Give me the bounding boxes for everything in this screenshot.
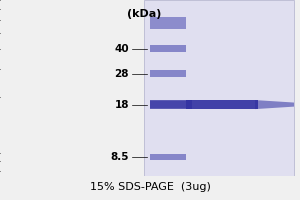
Bar — [144, 0, 294, 176]
Bar — [150, 45, 186, 52]
Text: (kDa): (kDa) — [127, 9, 161, 19]
Text: 18: 18 — [115, 100, 129, 110]
Bar — [150, 23, 186, 29]
Text: 28: 28 — [115, 69, 129, 79]
Bar — [150, 154, 186, 160]
Bar — [150, 70, 186, 77]
Bar — [186, 100, 258, 109]
Text: 40: 40 — [114, 44, 129, 54]
Bar — [150, 101, 186, 108]
Bar — [150, 100, 192, 109]
Bar — [150, 17, 186, 23]
Text: 8.5: 8.5 — [110, 152, 129, 162]
Polygon shape — [255, 100, 294, 109]
Text: 15% SDS-PAGE  (3ug): 15% SDS-PAGE (3ug) — [90, 182, 210, 192]
